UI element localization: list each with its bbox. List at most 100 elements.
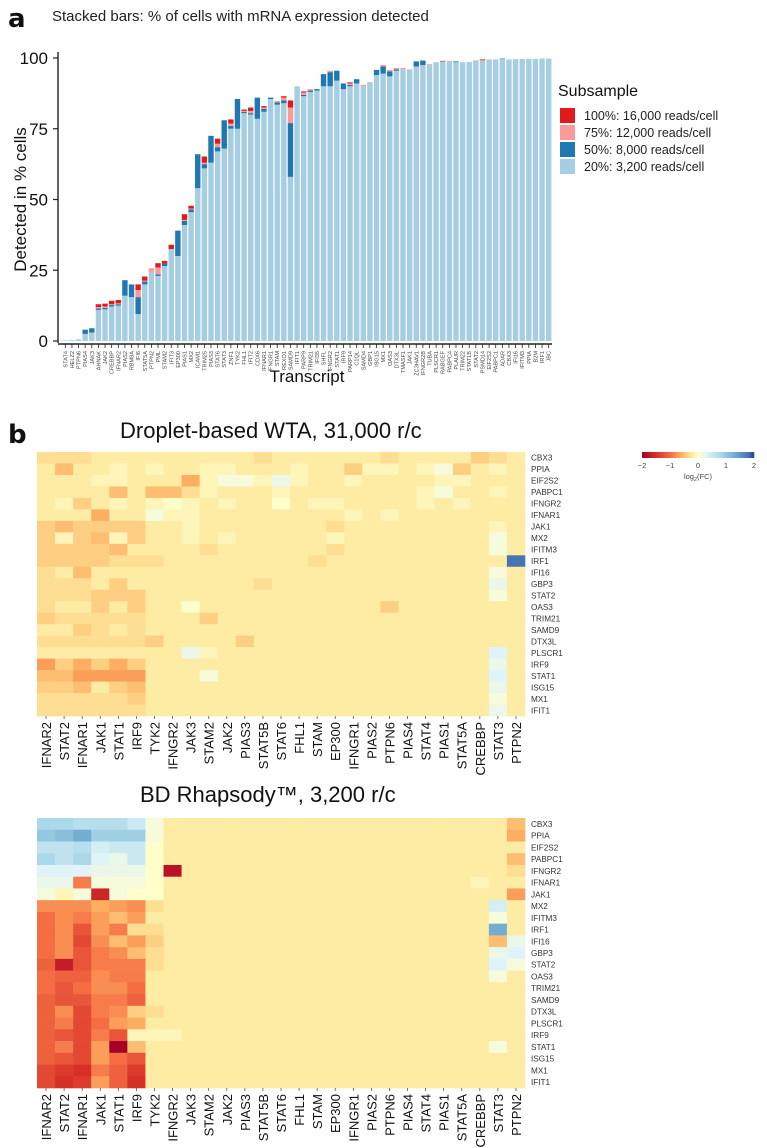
heatmap-cell <box>488 853 508 866</box>
row-label: DTX3L <box>531 637 557 646</box>
heatmap-cell <box>73 853 92 866</box>
heatmap-cell <box>235 452 255 464</box>
heatmap-cell <box>271 624 291 636</box>
heatmap-cell <box>452 635 472 648</box>
heatmap-cell <box>145 589 164 602</box>
heatmap-cell <box>145 958 164 971</box>
heatmap-cell <box>362 1041 381 1054</box>
bar-segment <box>188 205 194 209</box>
x-tick-label: SHFL <box>322 351 328 365</box>
heatmap-cell <box>199 509 219 522</box>
heatmap-cell <box>416 681 435 694</box>
heatmap-cell <box>271 1052 291 1065</box>
heatmap-cell <box>326 693 345 705</box>
heatmap-cell <box>326 829 345 842</box>
heatmap-cell <box>55 532 74 545</box>
heatmap-cell <box>91 566 110 579</box>
heatmap-cell <box>290 935 309 948</box>
heatmap-cell <box>271 463 291 476</box>
bar-stack <box>69 340 75 341</box>
column-label: PTPN6 <box>382 1094 397 1136</box>
heatmap-cell <box>163 947 182 960</box>
x-tick-label: PTPN6 <box>77 351 83 369</box>
heatmap-cell <box>199 578 219 591</box>
heatmap-cell <box>73 970 92 983</box>
heatmap-cell <box>253 532 273 545</box>
heatmap-cell <box>488 658 508 671</box>
heatmap-cell <box>235 911 255 924</box>
heatmap-cell <box>506 829 526 842</box>
heatmap-cell <box>271 532 291 545</box>
heatmap-cell <box>506 670 526 682</box>
heatmap-cell <box>326 486 345 499</box>
heatmap-cell <box>434 647 453 659</box>
row-label: STAT2 <box>531 961 556 970</box>
heatmap-cell <box>181 1029 200 1042</box>
heatmap-cell <box>380 486 399 499</box>
heatmap-cell <box>434 474 453 487</box>
heatmap-cell <box>235 1017 255 1030</box>
heatmap-cell <box>362 693 381 705</box>
heatmap-cell <box>217 704 237 717</box>
colorbar-step <box>712 452 716 458</box>
heatmap-cell <box>434 693 453 705</box>
heatmap-cell <box>326 452 345 464</box>
heatmap-cell <box>470 635 490 648</box>
heatmap-cell <box>308 566 327 579</box>
row-label: JAK1 <box>531 523 551 532</box>
heatmap-cell <box>109 935 128 948</box>
heatmap-cell <box>181 841 200 854</box>
heatmap-row <box>37 900 526 913</box>
heatmap-cell <box>308 818 327 831</box>
heatmap-cell <box>163 1076 182 1089</box>
heatmap-cell <box>362 452 381 464</box>
heatmap-cell <box>271 681 291 694</box>
heatmap-cell <box>344 1076 363 1089</box>
bar-segment <box>221 120 227 149</box>
bar-segment <box>195 188 201 341</box>
heatmap-cell <box>37 958 56 971</box>
heatmap-row <box>37 958 526 971</box>
heatmap-cell <box>217 578 237 591</box>
heatmap-cell <box>73 624 92 636</box>
heatmap-cell <box>271 1005 291 1018</box>
heatmap-cell <box>326 497 345 510</box>
heatmap-cell <box>91 704 110 717</box>
bar-stack <box>115 299 121 342</box>
heatmap-cell <box>290 1005 309 1018</box>
heatmap-cell <box>145 888 164 901</box>
bar-segment <box>307 89 314 91</box>
heatmap-cell <box>91 1052 110 1065</box>
bar-segment <box>201 162 208 165</box>
row-label: IFNGR2 <box>531 867 561 876</box>
heatmap-cell <box>434 555 453 568</box>
heatmap-cell <box>290 982 309 995</box>
heatmap-cell <box>199 1017 219 1030</box>
heatmap-cell <box>452 474 472 487</box>
heatmap-cell <box>434 520 453 533</box>
heatmap-row <box>37 829 526 842</box>
heatmap-cell <box>271 1076 291 1089</box>
heatmap-cell <box>37 681 56 694</box>
heatmap-cell <box>452 923 472 936</box>
heatmap-cell <box>290 1041 309 1054</box>
heatmap-cell <box>434 704 453 717</box>
heatmap-cell <box>163 923 182 936</box>
colorbar-step <box>678 452 682 458</box>
heatmap-cell <box>109 463 128 476</box>
heatmap-cell <box>380 994 399 1007</box>
heatmap-cell <box>163 1064 182 1077</box>
y-tick-label: 100 <box>20 49 48 68</box>
column-label: IFNAR2 <box>39 722 54 768</box>
heatmap-cell <box>380 474 399 487</box>
heatmap-cell <box>416 704 435 717</box>
heatmap-row <box>37 1052 526 1065</box>
heatmap-cell <box>109 520 128 533</box>
bar-stack <box>433 62 439 341</box>
heatmap-cell <box>416 888 435 901</box>
column-label: STAT6 <box>274 722 289 761</box>
heatmap-cell <box>416 935 435 948</box>
heatmap-cell <box>506 474 526 487</box>
heatmap-cell <box>127 474 146 487</box>
heatmap-cell <box>55 947 74 960</box>
